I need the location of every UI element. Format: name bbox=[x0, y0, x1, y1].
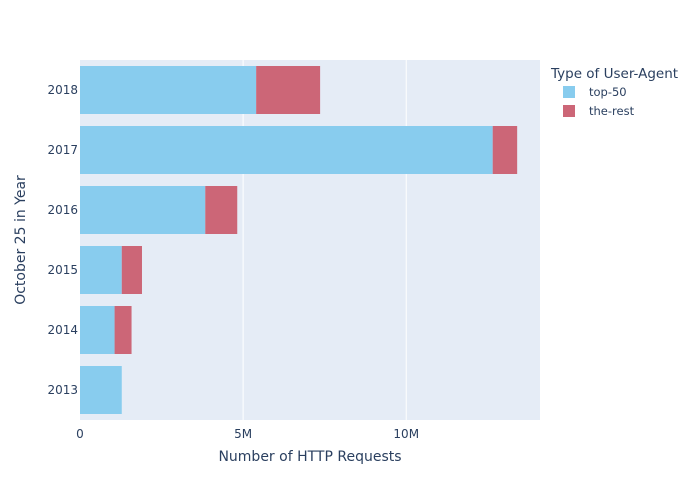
x-tick-label: 0 bbox=[76, 427, 84, 441]
bar-the-rest-2015 bbox=[121, 246, 142, 294]
y-axis-ticks: 2013 2014 2015 2016 2017 2018 bbox=[47, 83, 78, 397]
bars bbox=[80, 66, 518, 414]
x-tick-label: 10M bbox=[393, 427, 419, 441]
y-tick-label: 2017 bbox=[47, 143, 78, 157]
y-tick-label: 2014 bbox=[47, 323, 78, 337]
bar-the-rest-2017 bbox=[492, 126, 518, 174]
plot-area bbox=[80, 60, 540, 420]
bar-the-rest-2018 bbox=[256, 66, 321, 114]
bar-top-50-2017 bbox=[80, 126, 493, 174]
y-tick-label: 2016 bbox=[47, 203, 78, 217]
x-axis-ticks: 0 5M 10M bbox=[76, 427, 419, 441]
y-axis-title: October 25 in Year bbox=[13, 175, 29, 305]
bar-the-rest-2014 bbox=[114, 306, 132, 354]
legend-title: Type of User-Agent bbox=[550, 66, 678, 82]
bar-top-50-2016 bbox=[80, 186, 206, 234]
bar-top-50-2018 bbox=[80, 66, 257, 114]
legend: Type of User-Agent top-50 the-rest bbox=[550, 66, 678, 118]
legend-label: top-50 bbox=[589, 85, 627, 99]
legend-swatch-top-50 bbox=[563, 86, 575, 98]
legend-label: the-rest bbox=[589, 104, 635, 118]
bar-the-rest-2016 bbox=[205, 186, 238, 234]
x-tick-label: 5M bbox=[234, 427, 252, 441]
y-tick-label: 2015 bbox=[47, 263, 78, 277]
bar-top-50-2015 bbox=[80, 246, 122, 294]
y-tick-label: 2013 bbox=[47, 383, 78, 397]
y-tick-label: 2018 bbox=[47, 83, 78, 97]
bar-top-50-2014 bbox=[80, 306, 115, 354]
legend-swatch-the-rest bbox=[563, 105, 575, 117]
x-axis-title: Number of HTTP Requests bbox=[218, 449, 401, 465]
legend-items: top-50 the-rest bbox=[563, 85, 635, 118]
gridlines bbox=[242, 60, 407, 420]
bar-top-50-2013 bbox=[80, 366, 122, 414]
